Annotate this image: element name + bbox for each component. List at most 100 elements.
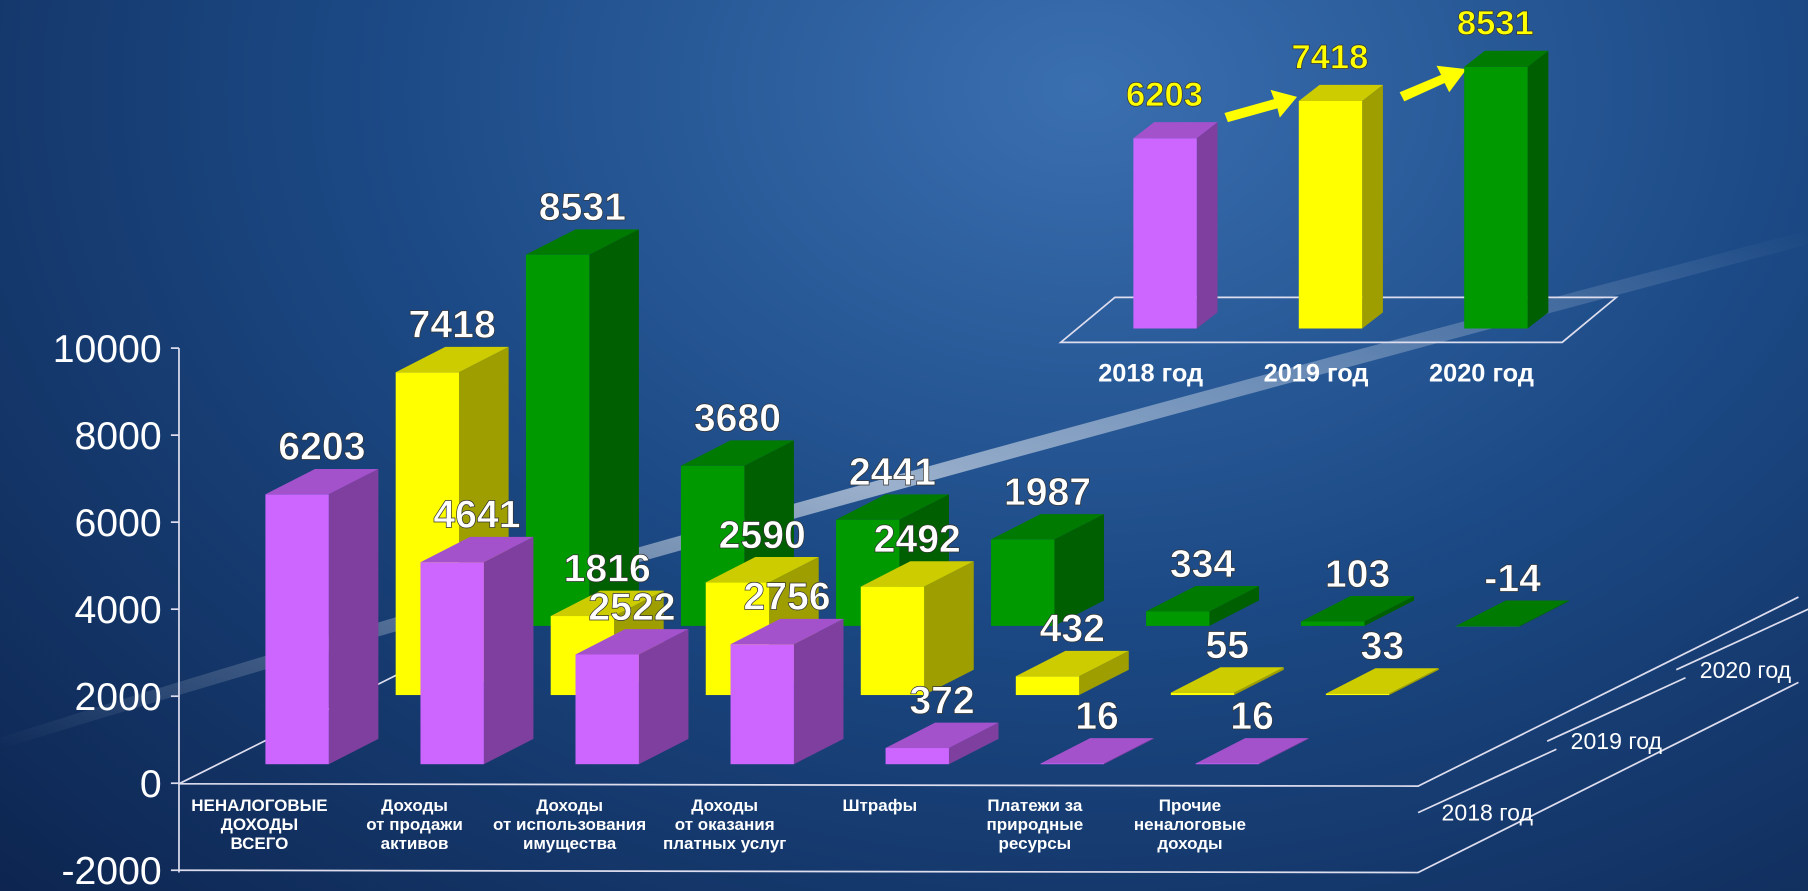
value-label: 432	[1040, 608, 1105, 651]
bar-side	[1519, 600, 1570, 627]
bar	[525, 229, 639, 626]
y-tick-label: 6000	[75, 502, 162, 545]
value-label: 103	[1325, 553, 1390, 596]
bar-front	[1040, 763, 1104, 765]
bar-top	[1301, 596, 1415, 622]
y-tick-label: 10000	[53, 328, 162, 371]
bar-top	[705, 556, 819, 583]
x-tick-label: Штрафы	[842, 795, 918, 815]
bar-side	[638, 629, 689, 765]
value-label: 2441	[849, 451, 936, 494]
bar-side	[483, 536, 534, 765]
bar-top	[1040, 738, 1154, 764]
bar-side	[589, 229, 639, 626]
x-tick-label: Доходы от оказания платных услуг	[662, 795, 787, 853]
bar	[1015, 650, 1129, 696]
value-label: 16	[1075, 695, 1119, 738]
bar-top	[1298, 84, 1383, 101]
bar-front	[1298, 100, 1363, 329]
bar	[1170, 667, 1284, 696]
bar-side	[1103, 738, 1154, 765]
bar-side	[1389, 668, 1439, 696]
bar	[1325, 668, 1439, 696]
bar-front	[991, 539, 1055, 626]
value-label: 2522	[588, 586, 675, 629]
bar-side	[1079, 650, 1129, 696]
y-tick-label: -2000	[61, 850, 161, 891]
bar-side	[1196, 122, 1218, 329]
bar-top	[550, 590, 664, 617]
bar-side	[793, 618, 844, 765]
inset-x-label: 2018 год	[1098, 360, 1203, 388]
bar-top	[420, 536, 534, 563]
value-label: 334	[1170, 543, 1236, 586]
y-tick-label: 4000	[75, 589, 162, 632]
bar-top	[1133, 122, 1218, 139]
y-tick-label: 2000	[75, 676, 162, 719]
bar-front	[1015, 676, 1080, 696]
bar-top	[525, 229, 639, 255]
bar	[1298, 84, 1383, 329]
inset-value-label: 6203	[1126, 76, 1203, 114]
bar-top	[860, 561, 974, 587]
bar-front	[730, 644, 794, 765]
bar	[1301, 596, 1415, 626]
bar-top	[730, 618, 844, 645]
bar-top	[1464, 50, 1549, 67]
bar-top	[265, 468, 379, 495]
bar	[885, 722, 999, 765]
value-label: 3680	[694, 397, 781, 440]
bar-front	[1301, 621, 1365, 626]
value-label: 33	[1361, 625, 1405, 668]
x-tick-label: Платежи за природные ресурсы	[986, 795, 1084, 853]
value-label: 1816	[564, 547, 651, 590]
bar-front	[1195, 763, 1260, 765]
bar-side	[1527, 50, 1549, 329]
value-label: 2590	[719, 514, 806, 557]
bar-front	[525, 254, 590, 626]
bar	[1146, 585, 1260, 626]
depth-tick	[1417, 748, 1557, 814]
bar	[575, 629, 689, 765]
bar-front	[1146, 611, 1210, 626]
bar	[1464, 50, 1549, 329]
value-label: 16	[1230, 695, 1274, 738]
bar-top	[835, 494, 949, 520]
bar-side	[1259, 738, 1309, 765]
value-label: -14	[1484, 557, 1541, 600]
bar	[1195, 738, 1309, 765]
bar-side	[1209, 585, 1260, 626]
bar-front	[575, 654, 639, 765]
bar-side	[1362, 84, 1383, 329]
bar-side	[1234, 667, 1284, 696]
bar-front	[420, 562, 484, 765]
bar-front	[860, 586, 925, 696]
bar-front	[885, 748, 949, 765]
depth-label: 2018 год	[1442, 800, 1534, 826]
bar	[730, 618, 844, 765]
inset-x-label: 2020 год	[1429, 360, 1534, 388]
value-label: 2756	[743, 576, 830, 619]
bar-top	[1456, 600, 1570, 626]
bar-front	[1170, 692, 1235, 696]
inset-floor	[1058, 296, 1619, 344]
bar-front	[1133, 138, 1197, 329]
bar	[420, 536, 534, 765]
x-tick-label: НЕНАЛОГОВЫЕ ДОХОДЫ ВСЕГО	[191, 795, 328, 853]
bar-top	[885, 722, 999, 749]
bar-top	[991, 514, 1104, 540]
value-label: 55	[1206, 624, 1250, 667]
bar-top	[575, 629, 689, 655]
value-label: 7418	[409, 304, 496, 347]
value-label: 2492	[874, 518, 961, 561]
x-tick-label: Прочие неналоговые доходы	[1133, 795, 1246, 853]
value-label: 4641	[433, 494, 520, 537]
bar-side	[1364, 596, 1415, 626]
bar-side	[948, 722, 999, 765]
value-label: 372	[909, 679, 974, 722]
x-tick-label: Доходы от продажи активов	[366, 795, 463, 853]
bar-front	[1456, 625, 1520, 627]
x-tick-label: Доходы от использования имущества	[493, 795, 647, 853]
